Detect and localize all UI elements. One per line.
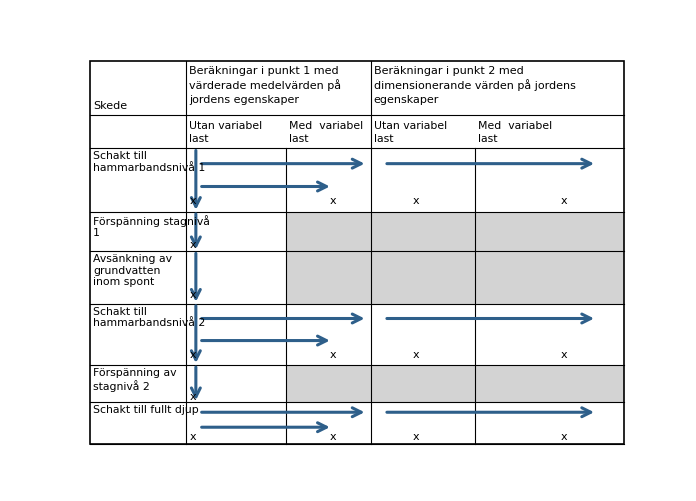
Text: x: x (412, 349, 419, 359)
Text: x: x (330, 431, 337, 441)
Text: x: x (189, 349, 196, 359)
Bar (286, 252, 624, 304)
Text: x: x (189, 196, 196, 206)
Text: Skede: Skede (93, 101, 127, 111)
Text: x: x (330, 196, 337, 206)
Text: Med  variabel
last: Med variabel last (478, 121, 552, 143)
Text: Schakt till
hammarbandsnivå 1: Schakt till hammarbandsnivå 1 (93, 151, 205, 173)
Text: x: x (561, 196, 568, 206)
Text: x: x (189, 391, 196, 401)
Text: x: x (412, 431, 419, 441)
Text: Beräkningar i punkt 2 med
dimensionerande värden på jordens
egenskaper: Beräkningar i punkt 2 med dimensionerand… (374, 66, 576, 104)
Text: Schakt till
hammarbandsnivå 2: Schakt till hammarbandsnivå 2 (93, 306, 205, 328)
Text: Utan variabel
last: Utan variabel last (374, 121, 447, 143)
Text: x: x (561, 349, 568, 359)
Bar (286, 212, 624, 252)
Text: Beräkningar i punkt 1 med
värderade medelvärden på
jordens egenskaper: Beräkningar i punkt 1 med värderade mede… (189, 66, 341, 104)
Bar (286, 365, 624, 402)
Text: x: x (189, 239, 196, 249)
Text: Förspänning stagnivå
1: Förspänning stagnivå 1 (93, 214, 209, 238)
Text: Med  variabel
last: Med variabel last (290, 121, 363, 143)
Text: Förspänning av
stagnivå 2: Förspänning av stagnivå 2 (93, 367, 176, 391)
Text: Schakt till fullt djup: Schakt till fullt djup (93, 404, 198, 414)
Text: x: x (561, 431, 568, 441)
Text: Utan variabel
last: Utan variabel last (189, 121, 262, 143)
Text: x: x (330, 349, 337, 359)
Text: x: x (412, 196, 419, 206)
Text: x: x (189, 290, 196, 300)
Text: x: x (189, 431, 196, 441)
Text: Avsänkning av
grundvatten
inom spont: Avsänkning av grundvatten inom spont (93, 254, 172, 287)
